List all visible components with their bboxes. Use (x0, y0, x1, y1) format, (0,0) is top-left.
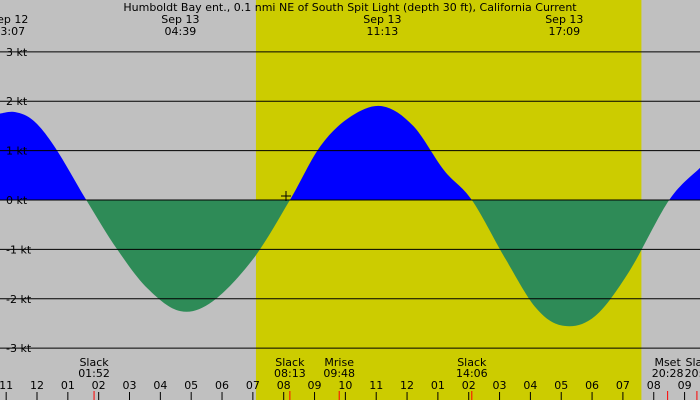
top-event-time: 17:09 (548, 25, 580, 38)
cursor-crosshair-icon (281, 191, 291, 201)
bottom-event-time: 09:48 (323, 367, 355, 380)
x-tick-label: 12 (400, 379, 414, 392)
x-tick-label: 01 (431, 379, 445, 392)
chart-title: Humboldt Bay ent., 0.1 nmi NE of South S… (123, 1, 577, 14)
bottom-event-labels: Slack01:52Slack08:13Mrise09:48Slack14:06… (78, 356, 700, 400)
top-event-day: Sep 13 (545, 13, 583, 26)
top-event-day: Sep 12 (0, 13, 28, 26)
flood-area (0, 105, 700, 200)
x-tick-label: 06 (215, 379, 229, 392)
x-tick-label: 06 (585, 379, 599, 392)
x-tick-label: 10 (338, 379, 352, 392)
x-tick-label: 09 (678, 379, 692, 392)
bottom-event-label: Slac (686, 356, 700, 369)
x-tick-label: 05 (554, 379, 568, 392)
bottom-event-time: 01:52 (78, 367, 110, 380)
x-tick-label: 04 (153, 379, 167, 392)
x-tick-label: 07 (616, 379, 630, 392)
y-axis-labels: 3 kt 2 kt 1 kt 0 kt -1 kt -2 kt -3 kt (6, 46, 32, 355)
bottom-event-label: Slack (275, 356, 305, 369)
ebb-area (0, 200, 700, 327)
top-event-day: Sep 13 (161, 13, 199, 26)
x-tick-label: 08 (647, 379, 661, 392)
top-event-day: Sep 13 (363, 13, 401, 26)
bottom-event-label: Mset (654, 356, 681, 369)
x-tick-label: 09 (308, 379, 322, 392)
x-tick-label: 11 (0, 379, 13, 392)
y-tick-label: 3 kt (6, 46, 28, 59)
y-tick-label: -1 kt (6, 243, 32, 256)
x-tick-label: 02 (462, 379, 476, 392)
bottom-event-time: 20:5 (685, 367, 700, 380)
y-tick-label: 2 kt (6, 95, 28, 108)
top-event-time: 11:13 (367, 25, 399, 38)
x-tick-label: 01 (61, 379, 75, 392)
top-event-time: 04:39 (165, 25, 197, 38)
x-tick-label: 11 (369, 379, 383, 392)
top-event-time: 23:07 (0, 25, 25, 38)
x-tick-label: 12 (30, 379, 44, 392)
x-tick-label: 08 (277, 379, 291, 392)
x-tick-label: 02 (92, 379, 106, 392)
bottom-event-label: Slack (79, 356, 109, 369)
x-tick-label: 04 (523, 379, 537, 392)
bottom-event-label: Slack (457, 356, 487, 369)
bottom-event-time: 20:28 (652, 367, 684, 380)
x-axis-ticks: 11 12 01 02 03 04 05 06 07 08 09 10 11 12 01 02 03 04 05 06… (0, 379, 692, 400)
x-tick-label: 03 (493, 379, 507, 392)
bottom-event-label: Mrise (324, 356, 354, 369)
grid-lines (0, 51, 700, 349)
x-tick-label: 07 (246, 379, 260, 392)
y-tick-label: -3 kt (6, 342, 32, 355)
x-tick-label: 03 (123, 379, 137, 392)
bottom-event-time: 14:06 (456, 367, 488, 380)
bottom-event-time: 08:13 (274, 367, 306, 380)
y-tick-label: 0 kt (6, 194, 28, 207)
y-tick-label: -2 kt (6, 293, 32, 306)
x-tick-label: 05 (184, 379, 198, 392)
y-tick-label: 1 kt (6, 145, 28, 158)
